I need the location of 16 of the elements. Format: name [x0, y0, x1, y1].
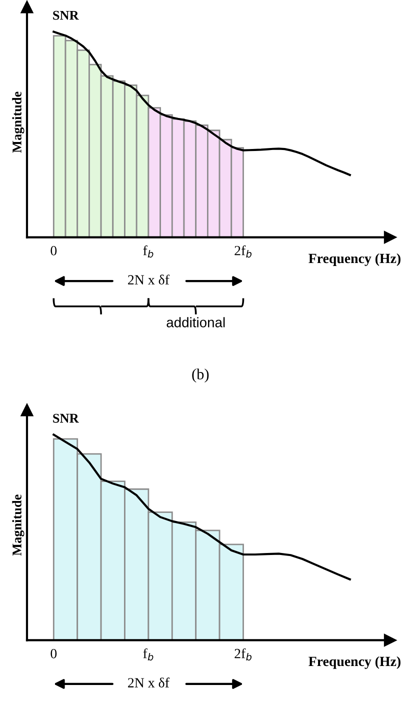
text: 2N x δf: [128, 678, 170, 688]
x-tick-label: 2f$_{b}$: [234, 245, 252, 258]
x-tick-label: 2f$_{b}$: [234, 648, 252, 661]
y-axis-title: Magnitude: [12, 494, 24, 556]
y-axis-title: Magnitude: [12, 92, 24, 153]
x-tick-label: 0: [50, 246, 57, 256]
x-axis-title: Frequency (Hz): [308, 253, 400, 266]
x-tick-label: f$_{b}$: [143, 648, 154, 661]
text: additional: [166, 317, 225, 328]
x-tick-label: f$_{b}$: [143, 245, 154, 258]
text: 2N x δf: [128, 274, 170, 284]
x-tick-label: 0: [50, 648, 57, 658]
x-axis-title: Frequency (Hz): [308, 656, 400, 669]
chart-title: SNR: [53, 10, 79, 20]
text: (b): [192, 368, 209, 382]
chart-title: SNR: [53, 414, 79, 423]
